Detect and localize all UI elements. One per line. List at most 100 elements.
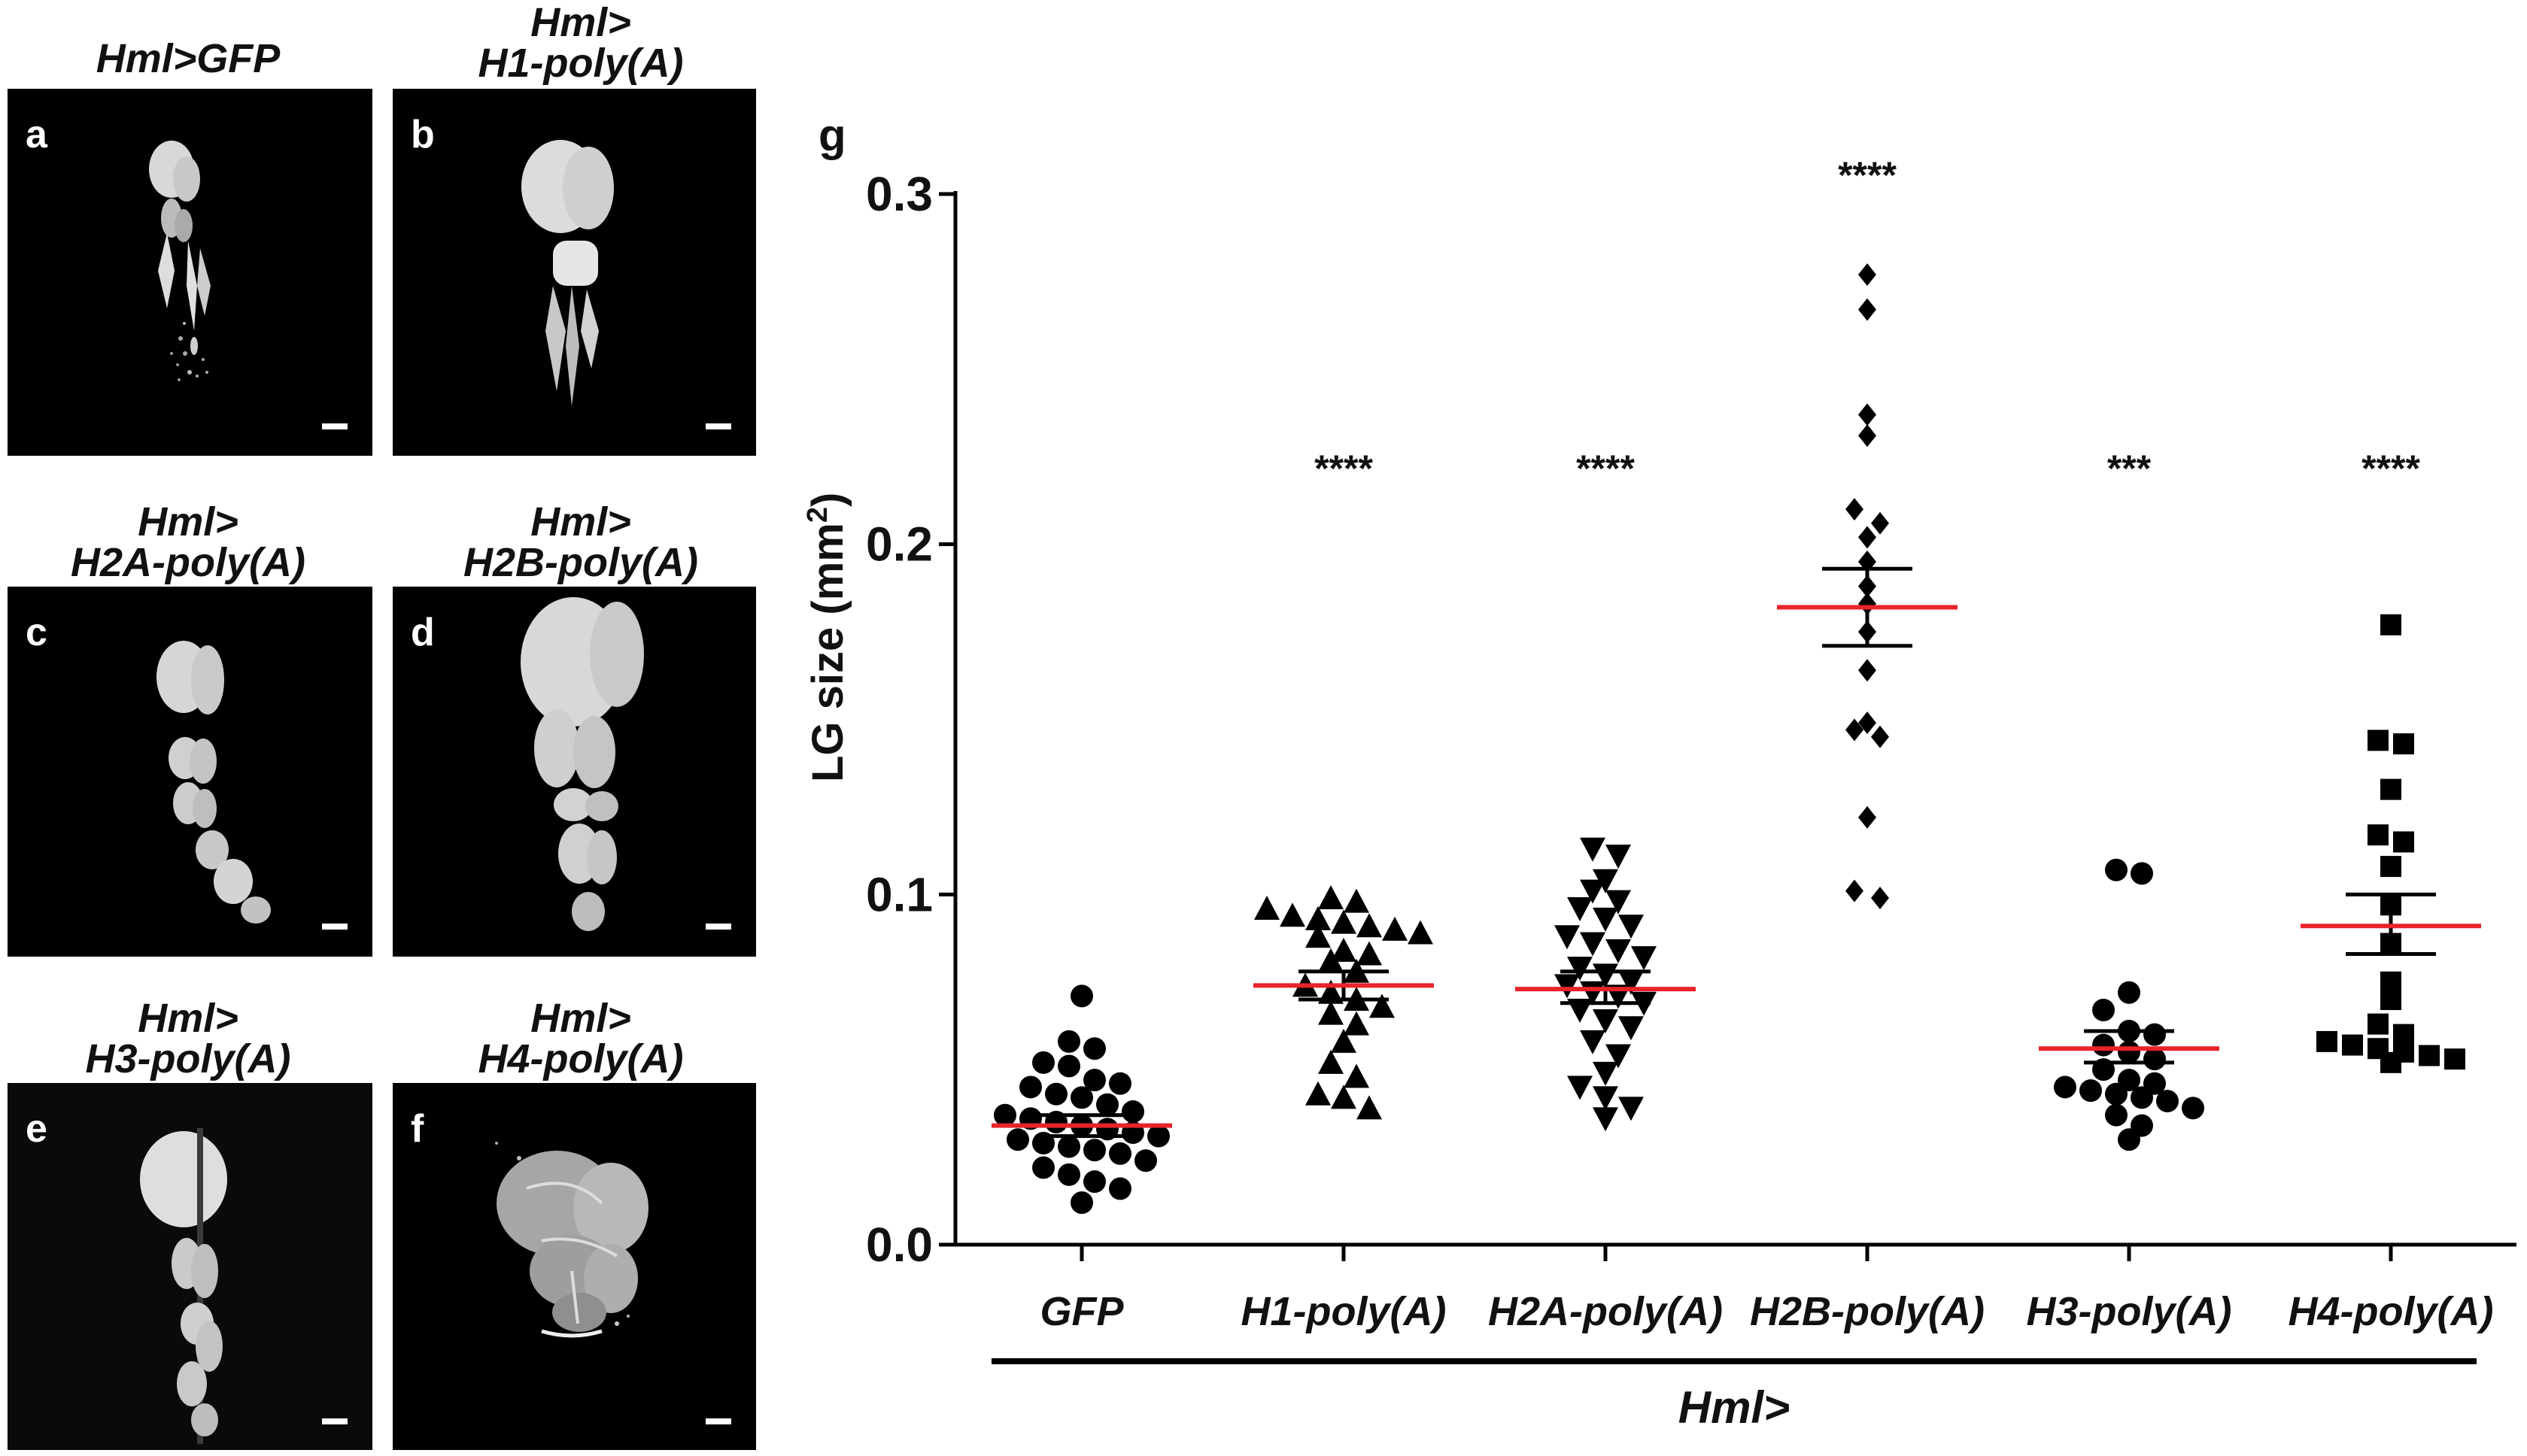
panel-a-title-line2: Hml>GFP xyxy=(96,36,281,81)
point-4-0 xyxy=(2105,858,2128,881)
panel-a: Hml>GFP a xyxy=(8,36,372,456)
point-5-18 xyxy=(2444,1048,2465,1070)
point-1-22 xyxy=(1344,1063,1369,1088)
significance-1: **** xyxy=(1314,447,1373,490)
point-1-17 xyxy=(1369,993,1395,1018)
point-0-6 xyxy=(1109,1072,1131,1095)
point-1-7 xyxy=(1382,916,1408,941)
panel-f-scale-bar xyxy=(706,1418,731,1424)
panel-c: Hml> H2A-poly(A) c xyxy=(8,499,372,957)
x-tick-label-2: H2A-poly(A) xyxy=(1488,1289,1723,1334)
point-1-18 xyxy=(1318,1000,1344,1025)
y-tick-label-1: 0.1 xyxy=(866,867,933,921)
panel-d-title-line1: Hml> xyxy=(530,499,631,544)
point-1-19 xyxy=(1344,1011,1369,1036)
point-5-5 xyxy=(2393,831,2414,853)
point-0-10 xyxy=(1096,1093,1119,1116)
scatter-chart: g LG size (mm2) 0.0 0.1 0.2 0.3 GFP H1-poly(… xyxy=(802,110,2516,1433)
point-2-12 xyxy=(1567,957,1593,981)
point-2-4 xyxy=(1605,890,1631,915)
point-2-5 xyxy=(1567,896,1593,921)
panel-e-letter: e xyxy=(26,1107,47,1151)
point-3-1 xyxy=(1858,298,1876,321)
point-2-2 xyxy=(1593,869,1618,893)
point-5-3 xyxy=(2380,778,2401,800)
panel-b-title-line1: Hml> xyxy=(530,0,631,45)
point-1-3 xyxy=(1280,902,1305,927)
panel-f-lymph-gland-picture xyxy=(495,1142,648,1338)
point-2-27 xyxy=(1618,1097,1644,1121)
panel-f-letter: f xyxy=(411,1107,424,1151)
point-2-20 xyxy=(1593,1009,1618,1033)
x-tick-label-5: H4-poly(A) xyxy=(2289,1289,2494,1334)
point-3-16 xyxy=(1845,879,1863,902)
point-1-24 xyxy=(1331,1084,1356,1109)
point-1-23 xyxy=(1305,1081,1331,1106)
panel-c-title-line1: Hml> xyxy=(138,499,238,544)
point-2-7 xyxy=(1618,915,1644,939)
panel-f-title-line2: H4-poly(A) xyxy=(478,1036,684,1081)
point-2-3 xyxy=(1580,879,1605,904)
point-0-11 xyxy=(1122,1100,1144,1124)
panel-e-title-line2: H3-poly(A) xyxy=(86,1036,291,1081)
point-4-18 xyxy=(2105,1103,2128,1127)
point-5-13 xyxy=(2316,1030,2337,1052)
significance-3: **** xyxy=(1838,154,1897,196)
point-0-23 xyxy=(1109,1142,1131,1165)
panel-a-scale-bar xyxy=(322,423,348,429)
point-4-5 xyxy=(2143,1023,2166,1046)
mean-sem-bars xyxy=(992,566,2481,1139)
point-0-25 xyxy=(1032,1156,1055,1179)
point-0-5 xyxy=(1083,1069,1106,1092)
point-2-26 xyxy=(1593,1086,1618,1111)
panel-e-lymph-gland-picture xyxy=(140,1128,227,1444)
point-4-12 xyxy=(2054,1075,2076,1099)
x-tick-label-4: H3-poly(A) xyxy=(2027,1289,2232,1334)
point-2-25 xyxy=(1567,1075,1593,1100)
point-2-9 xyxy=(1580,932,1605,957)
significance-2: **** xyxy=(1576,447,1635,490)
panel-c-title-line2: H2A-poly(A) xyxy=(71,540,305,585)
micrograph-panels: Hml>GFP a Hml> H1-pol xyxy=(8,0,756,1450)
point-0-29 xyxy=(1071,1191,1093,1215)
point-2-28 xyxy=(1593,1107,1618,1132)
significance-5: **** xyxy=(2361,447,2420,490)
point-5-6 xyxy=(2380,856,2401,878)
point-5-10 xyxy=(2380,989,2401,1011)
panel-a-letter: a xyxy=(26,113,48,156)
point-1-11 xyxy=(1356,941,1382,966)
point-5-11 xyxy=(2368,1013,2389,1035)
point-3-14 xyxy=(1871,725,1889,748)
point-1-1 xyxy=(1344,888,1369,913)
panel-f-title-line1: Hml> xyxy=(530,996,631,1041)
point-1-2 xyxy=(1254,895,1280,920)
point-2-8 xyxy=(1554,925,1580,950)
y-axis-label-text: LG size (mm xyxy=(803,523,852,782)
point-3-5 xyxy=(1871,511,1889,535)
point-2-14 xyxy=(1618,970,1644,995)
panel-d: Hml> H2B-poly(A) d xyxy=(393,499,756,957)
panel-c-letter: c xyxy=(26,611,47,654)
point-0-21 xyxy=(1058,1135,1080,1158)
y-tick-label-2: 0.2 xyxy=(866,517,933,572)
point-0-8 xyxy=(1045,1082,1068,1106)
x-tick-label-3: H2B-poly(A) xyxy=(1750,1289,1985,1334)
point-1-4 xyxy=(1305,905,1331,930)
point-4-16 xyxy=(2156,1090,2179,1113)
point-3-12 xyxy=(1858,711,1876,735)
point-0-18 xyxy=(1147,1124,1170,1148)
point-0-1 xyxy=(1058,1030,1080,1053)
point-5-14 xyxy=(2342,1034,2363,1056)
point-3-13 xyxy=(1845,718,1863,742)
point-4-17 xyxy=(2182,1097,2204,1120)
point-2-24 xyxy=(1593,1061,1618,1086)
point-1-10 xyxy=(1331,937,1356,962)
x-tick-label-0: GFP xyxy=(1040,1289,1124,1334)
point-3-2 xyxy=(1858,403,1876,426)
point-2-11 xyxy=(1631,946,1657,971)
panel-c-lymph-gland-picture xyxy=(156,641,271,924)
point-2-23 xyxy=(1605,1044,1631,1069)
panel-d-lymph-gland-picture xyxy=(521,597,644,931)
